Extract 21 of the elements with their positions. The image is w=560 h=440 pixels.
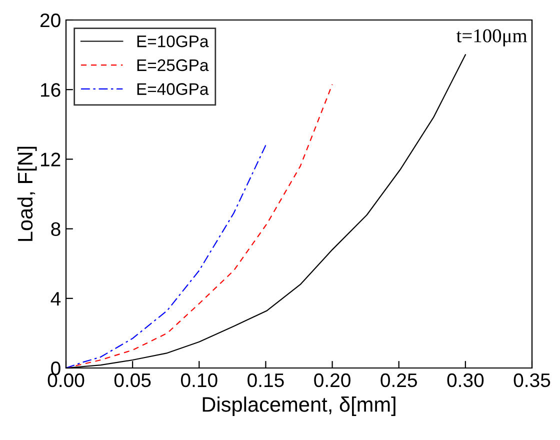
x-tick-label: 0.15	[248, 373, 284, 388]
x-tick-label: 0.20	[314, 373, 350, 388]
y-tick-label: 8	[51, 222, 60, 236]
x-tick-label: 0.10	[180, 373, 218, 388]
x-tick-label: 0.00	[48, 373, 84, 388]
legend-label: E=25GPa	[137, 59, 209, 72]
x-tick-label: 0.35	[514, 373, 550, 388]
legend-label: E=40GPa	[137, 83, 209, 95]
legend-label: E=10GPa	[137, 35, 209, 48]
line-series	[66, 144, 266, 368]
y-tick-label: 4	[50, 292, 61, 306]
annotation: t=100μm	[456, 29, 528, 46]
y-axis-title: Load, F[N]	[17, 146, 37, 241]
x-tick-label: 0.30	[447, 373, 484, 388]
y-tick-label: 16	[40, 83, 60, 97]
x-tick-label: 0.25	[380, 373, 417, 388]
x-tick-label: 0.05	[114, 373, 151, 388]
y-tick-label: 12	[40, 152, 60, 166]
y-tick-label: 0	[51, 361, 60, 376]
x-axis-title: Displacement, δ[mm]	[202, 396, 396, 416]
y-tick-label: 20	[40, 13, 60, 28]
